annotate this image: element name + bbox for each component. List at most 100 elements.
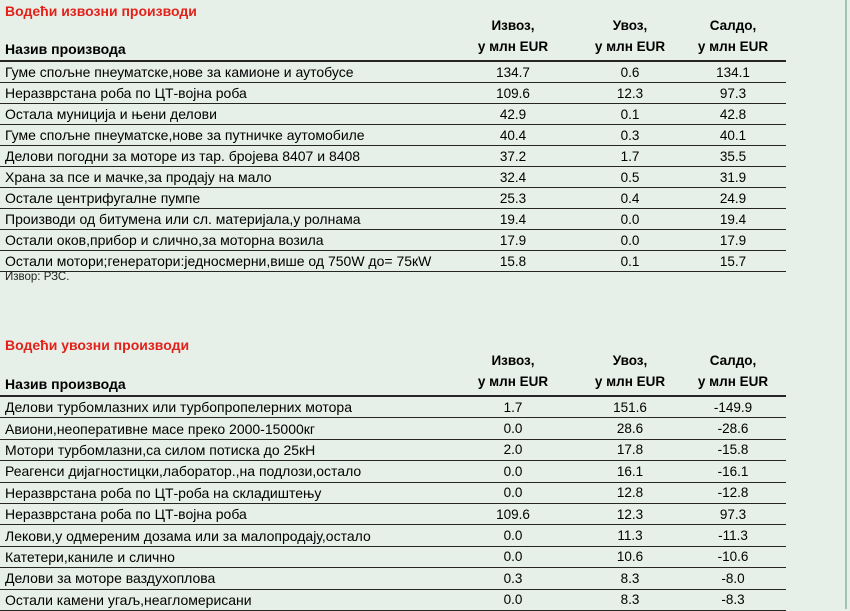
import-value-cell: 1.7	[580, 145, 680, 167]
table-row: Производи од битумена или сл. материјала…	[0, 208, 786, 230]
table-row: Остали мотори;генератори:једносмерни,виш…	[0, 250, 786, 272]
import-value-cell: 12.3	[580, 503, 680, 526]
import-value-cell: 10.6	[580, 546, 680, 569]
import-value-cell: 0.6	[580, 61, 680, 83]
export-value-cell: 109.6	[446, 82, 580, 104]
balance-value-cell: -8.3	[680, 589, 786, 611]
table-row: Остали оков,прибор и слично,за моторна в…	[0, 229, 786, 251]
column-header-balance-line2: у млн EUR	[697, 374, 769, 389]
column-header-export-line2: у млн EUR	[477, 39, 549, 54]
import-value-cell: 28.6	[580, 417, 680, 440]
export-value-cell: 2.0	[446, 439, 580, 462]
balance-value-cell: 42.8	[680, 103, 786, 125]
balance-value-cell: 97.3	[680, 503, 786, 526]
export-value-cell: 0.0	[446, 417, 580, 440]
table-row: Неразврстана роба по ЦТ-војна роба 109.6…	[0, 82, 786, 104]
product-name-cell: Реагенси дијагностицки,лаборатор.,на под…	[0, 460, 446, 483]
export-value-cell: 0.0	[446, 460, 580, 483]
product-name-cell: Остали оков,прибор и слично,за моторна в…	[0, 229, 446, 251]
column-header-export-line1: Извоз,	[491, 353, 535, 368]
export-value-cell: 37.2	[446, 145, 580, 167]
product-name-cell: Делови погодни за моторе из тар. бројева…	[0, 145, 446, 167]
balance-value-cell: -28.6	[680, 417, 786, 440]
product-name-cell: Неразврстана роба по ЦТ-војна роба	[0, 503, 446, 526]
export-value-cell: 0.0	[446, 546, 580, 569]
import-value-cell: 0.0	[580, 208, 680, 230]
import-products-table: Назив производа Извоз, у млн EUR Увоз, у…	[0, 349, 786, 611]
column-header-balance-line2: у млн EUR	[697, 39, 769, 54]
product-name-cell: Остале центрифугалне пумпе	[0, 187, 446, 209]
column-header-export-line1: Извоз,	[491, 18, 535, 33]
import-value-cell: 0.4	[580, 187, 680, 209]
column-header-balance-line1: Салдо,	[709, 353, 757, 368]
column-header-import-line1: Увоз,	[612, 18, 648, 33]
export-value-cell: 32.4	[446, 166, 580, 188]
balance-value-cell: -16.1	[680, 460, 786, 483]
product-name-cell: Делови турбомлазних или турбопропелерних…	[0, 396, 446, 419]
export-value-cell: 0.3	[446, 567, 580, 590]
table-row: Остала муниција и њени делови 42.9 0.1 4…	[0, 103, 786, 125]
table-row: Реагенси дијагностицки,лаборатор.,на под…	[0, 460, 786, 483]
column-header-product-name: Назив производа	[0, 14, 446, 62]
import-value-cell: 0.5	[580, 166, 680, 188]
export-value-cell: 25.3	[446, 187, 580, 209]
table-row: Авиони,неоперативне масе преко 2000-1500…	[0, 417, 786, 440]
column-header-import-line2: у млн EUR	[594, 39, 666, 54]
source-note: Извор: РЗС.	[5, 271, 70, 283]
balance-value-cell: 15.7	[680, 250, 786, 272]
product-name-cell: Храна за псе и мачке,за продају на мало	[0, 166, 446, 188]
balance-value-cell: 35.5	[680, 145, 786, 167]
import-value-cell: 8.3	[580, 567, 680, 590]
import-value-cell: 11.3	[580, 524, 680, 547]
import-value-cell: 17.8	[580, 439, 680, 462]
product-name-cell: Неразврстана роба по ЦТ-роба на складишт…	[0, 482, 446, 504]
import-value-cell: 16.1	[580, 460, 680, 483]
import-value-cell: 151.6	[580, 396, 680, 419]
column-header-balance-line1: Салдо,	[709, 18, 757, 33]
table-row: Делови турбомлазних или турбопропелерних…	[0, 396, 786, 419]
table-row: Храна за псе и мачке,за продају на мало …	[0, 166, 786, 188]
table-row: Неразврстана роба по ЦТ-роба на складишт…	[0, 482, 786, 504]
table-row: Катетери,каниле и слично 0.0 10.6 -10.6	[0, 546, 786, 569]
table-row: Гуме спољне пнеуматске,нове за камионе и…	[0, 61, 786, 83]
balance-value-cell: 24.9	[680, 187, 786, 209]
export-value-cell: 0.0	[446, 589, 580, 611]
import-value-cell: 0.0	[580, 229, 680, 251]
export-table-header-row: Назив производа Извоз, у млн EUR Увоз, у…	[0, 14, 786, 62]
column-header-import: Увоз, у млн EUR	[580, 349, 680, 397]
column-header-import-line1: Увоз,	[612, 353, 648, 368]
product-name-cell: Катетери,каниле и слично	[0, 546, 446, 569]
product-name-cell: Остала муниција и њени делови	[0, 103, 446, 125]
product-name-cell: Лекови,у одмереним дозама или за малопро…	[0, 524, 446, 547]
import-table-header-row: Назив производа Извоз, у млн EUR Увоз, у…	[0, 349, 786, 397]
product-name-cell: Производи од битумена или сл. материјала…	[0, 208, 446, 230]
page-right-edge-line	[845, 0, 847, 609]
column-header-balance: Салдо, у млн EUR	[680, 14, 786, 62]
product-name-cell: Остали камени угаљ,неагломерисани	[0, 589, 446, 611]
balance-value-cell: 31.9	[680, 166, 786, 188]
table-row: Остали камени угаљ,неагломерисани 0.0 8.…	[0, 589, 786, 611]
export-value-cell: 19.4	[446, 208, 580, 230]
column-header-product-name: Назив производа	[0, 349, 446, 397]
table-row: Делови погодни за моторе из тар. бројева…	[0, 145, 786, 167]
import-value-cell: 0.1	[580, 250, 680, 272]
export-value-cell: 1.7	[446, 396, 580, 419]
table-row: Неразврстана роба по ЦТ-војна роба 109.6…	[0, 503, 786, 526]
product-name-cell: Авиони,неоперативне масе преко 2000-1500…	[0, 417, 446, 440]
balance-value-cell: -10.6	[680, 546, 786, 569]
export-value-cell: 17.9	[446, 229, 580, 251]
balance-value-cell: -15.8	[680, 439, 786, 462]
column-header-export-line2: у млн EUR	[477, 374, 549, 389]
export-value-cell: 0.0	[446, 524, 580, 547]
table-row: Остале центрифугалне пумпе 25.3 0.4 24.9	[0, 187, 786, 209]
product-name-cell: Остали мотори;генератори:једносмерни,виш…	[0, 250, 446, 272]
export-value-cell: 134.7	[446, 61, 580, 83]
column-header-export: Извоз, у млн EUR	[446, 14, 580, 62]
export-value-cell: 0.0	[446, 482, 580, 504]
table-row: Гуме спољне пнеуматске,нове за путничке …	[0, 124, 786, 146]
column-header-export: Извоз, у млн EUR	[446, 349, 580, 397]
balance-value-cell: 97.3	[680, 82, 786, 104]
export-value-cell: 42.9	[446, 103, 580, 125]
balance-value-cell: -149.9	[680, 396, 786, 419]
